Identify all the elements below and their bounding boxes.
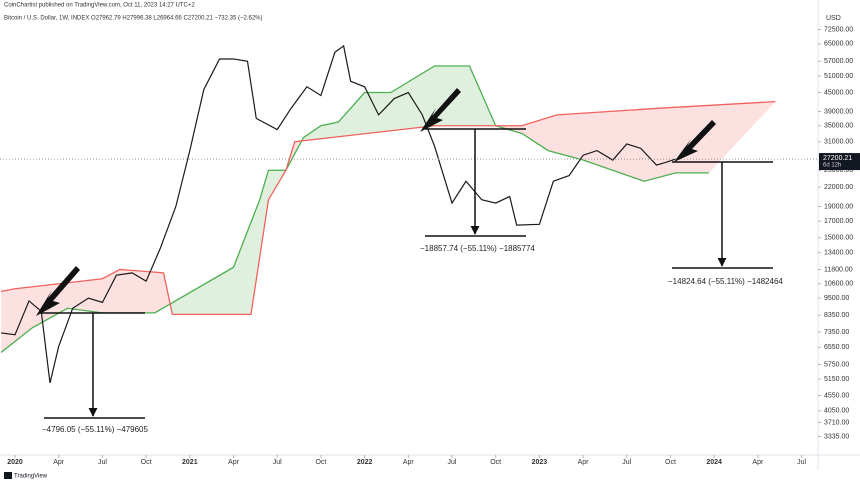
y-tick-label: 13400.00	[824, 250, 853, 257]
y-tick-label: 5150.00	[824, 376, 849, 383]
x-tick-label: Oct	[141, 459, 152, 466]
y-tick-label: 39000.00	[824, 108, 853, 115]
x-tick-label: 2021	[182, 459, 198, 466]
y-tick-label: 10600.00	[824, 280, 853, 287]
x-tick-label: Apr	[578, 459, 590, 466]
countdown: 6d 12h	[823, 163, 841, 169]
x-tick-label: Apr	[228, 459, 240, 466]
x-tick-label: Jul	[98, 459, 107, 466]
brand: TradingView	[14, 474, 48, 480]
y-tick-label: 22000.00	[824, 184, 853, 191]
x-tick-label: Oct	[490, 459, 501, 466]
annotation: −18857.74 (−55.11%) −1885774	[420, 244, 535, 253]
y-tick-label: 15000.00	[824, 235, 853, 242]
y-tick-label: 7350.00	[824, 329, 849, 336]
y-tick-label: 8350.00	[824, 312, 849, 319]
x-tick-label: 2020	[7, 459, 23, 466]
currency: USD	[826, 15, 841, 22]
y-tick-label: 6550.00	[824, 344, 849, 351]
y-tick-label: 5750.00	[824, 361, 849, 368]
drawings	[40, 128, 773, 419]
x-tick-label: Jul	[448, 459, 457, 466]
symbol-info: Bitcoin / U.S. Dollar, 1W, INDEX O27962.…	[4, 16, 263, 22]
brand-logo	[4, 472, 12, 479]
x-tick-label: Jul	[273, 459, 282, 466]
y-tick-label: 31000.00	[824, 139, 853, 146]
y-tick-label: 11800.00	[824, 266, 853, 273]
last-price-label: 27200.21	[823, 155, 852, 162]
price-line	[0, 44, 676, 384]
x-tick-label: Apr	[53, 459, 65, 466]
x-tick-label: Oct	[665, 459, 676, 466]
y-tick-label: 9500.00	[824, 295, 849, 302]
cloud-fill-down	[1, 101, 776, 353]
x-tick-label: Jul	[797, 459, 806, 466]
x-tick-label: Apr	[403, 459, 415, 466]
x-tick-label: Apr	[752, 459, 764, 466]
x-tick-label: 2024	[706, 459, 722, 466]
y-tick-label: 51000.00	[824, 73, 853, 80]
pointer-arrows	[36, 88, 716, 316]
x-tick-label: 2022	[357, 459, 373, 466]
annotation: −14824.64 (−55.11%) −1482464	[668, 277, 783, 286]
y-tick-label: 3335.00	[824, 433, 849, 440]
y-tick-label: 4050.00	[824, 408, 849, 415]
y-tick-label: 72500.00	[824, 26, 853, 33]
last-price-box	[819, 153, 860, 171]
y-tick-label: 19000.00	[824, 203, 853, 210]
publisher: CoinChartist published on TradingView.co…	[4, 3, 195, 9]
y-tick-label: 25000.00	[824, 167, 853, 174]
y-tick-label: 57000.00	[824, 58, 853, 65]
x-tick-label: Jul	[622, 459, 631, 466]
y-tick-label: 65000.00	[824, 41, 853, 48]
y-tick-label: 3710.00	[824, 419, 849, 426]
y-tick-label: 17000.00	[824, 218, 853, 225]
annotation: −4796.05 (−55.11%) −479605	[42, 425, 148, 434]
x-tick-label: Oct	[315, 459, 326, 466]
y-tick-label: 45000.00	[824, 89, 853, 96]
y-tick-label: 4550.00	[824, 392, 849, 399]
x-tick-label: 2023	[532, 459, 548, 466]
y-tick-label: 35000.00	[824, 123, 853, 130]
cloud-line	[0, 100, 776, 316]
